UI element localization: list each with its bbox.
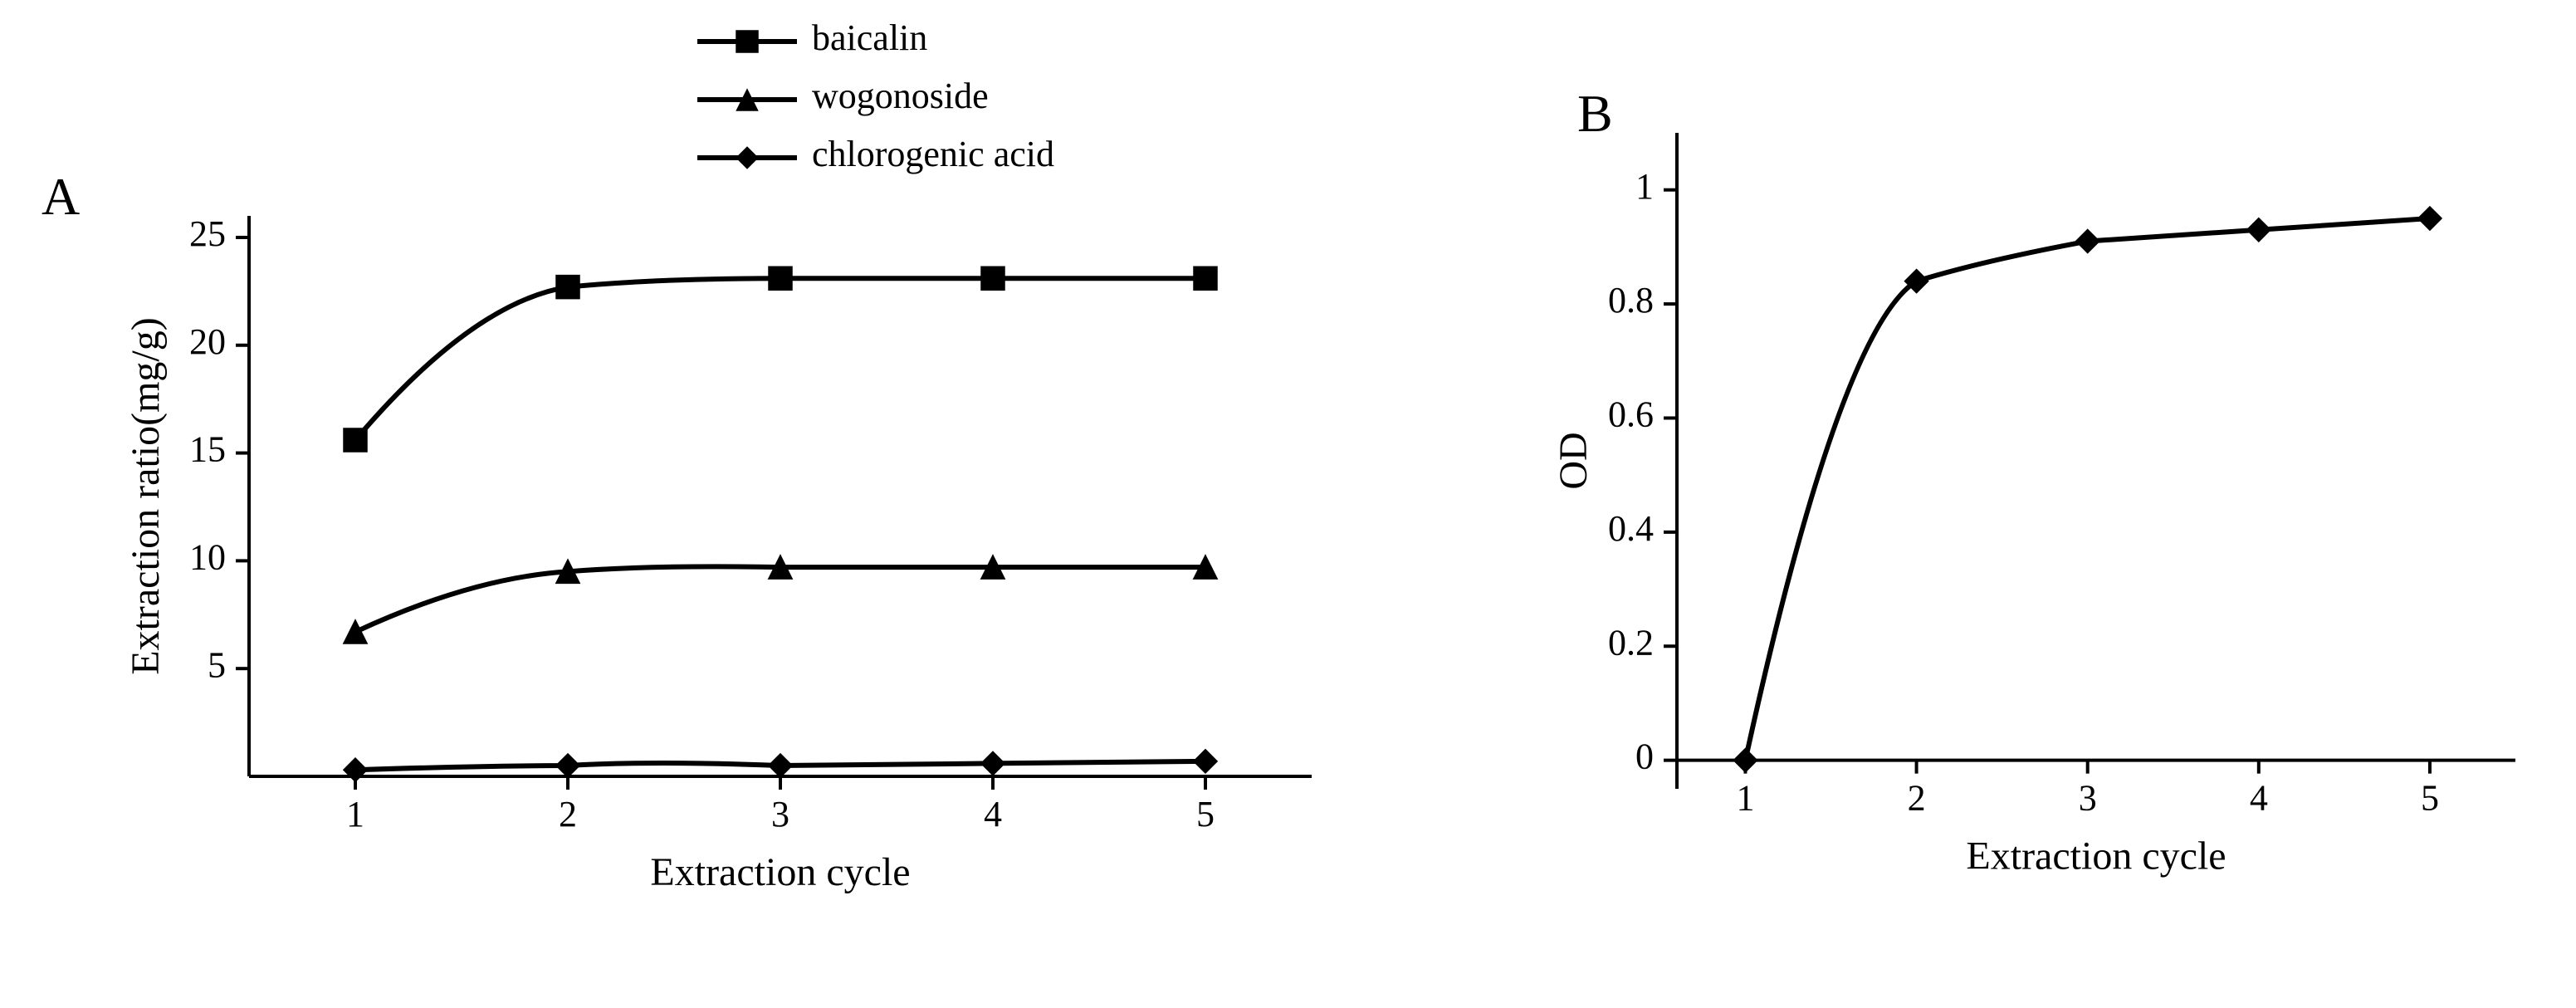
svg-text:15: 15 [189, 429, 226, 470]
panel-b-svg: 0 0.2 0.4 0.6 0.8 1 1 2 3 4 5 Extraction cycle OD [1370, 0, 2576, 1004]
svg-text:0.2: 0.2 [1608, 622, 1654, 663]
panel-b: B 0 0.2 0.4 0.6 0.8 1 1 2 3 4 5 Extraction cycle OD [1370, 0, 2576, 1004]
svg-text:4: 4 [984, 794, 1002, 834]
panel-b-label: B [1577, 83, 1613, 144]
svg-text:OD: OD [1552, 432, 1596, 489]
panel-a-svg: 5 10 15 20 25 1 2 3 4 5 Extraction cycle Extraction… [0, 0, 1370, 1004]
panel-a-label: A [42, 166, 80, 228]
figure-container: A 51015202512345Extraction cycleExtracti… [0, 0, 2576, 1004]
svg-text:2: 2 [559, 794, 577, 834]
svg-text:5: 5 [1196, 794, 1215, 834]
svg-text:0.8: 0.8 [1608, 280, 1654, 321]
svg-text:20: 20 [189, 321, 226, 362]
svg-text:3: 3 [2079, 778, 2097, 819]
svg-text:3: 3 [771, 794, 789, 834]
svg-text:5: 5 [208, 644, 226, 685]
svg-text:0.6: 0.6 [1608, 394, 1654, 435]
svg-text:4: 4 [2250, 778, 2268, 819]
svg-text:1: 1 [1635, 166, 1654, 207]
svg-text:1: 1 [1736, 778, 1754, 819]
panel-a: A 5 10 15 20 25 1 2 3 4 5 Extraction cycle Extracti… [0, 0, 1370, 1004]
svg-text:0.4: 0.4 [1608, 508, 1654, 549]
svg-text:baicalin: baicalin [812, 17, 927, 58]
svg-text:Extraction cycle: Extraction cycle [650, 850, 910, 894]
svg-text:2: 2 [1908, 778, 1926, 819]
svg-text:chlorogenic acid: chlorogenic acid [812, 134, 1054, 174]
svg-text:5: 5 [2421, 778, 2439, 819]
svg-text:Extraction ratio(mg/g): Extraction ratio(mg/g) [124, 317, 168, 675]
svg-text:Extraction cycle: Extraction cycle [1966, 834, 2226, 878]
svg-text:10: 10 [189, 536, 226, 577]
svg-text:0: 0 [1635, 736, 1654, 777]
svg-text:1: 1 [346, 794, 364, 834]
svg-text:25: 25 [189, 213, 226, 254]
svg-text:wogonoside: wogonoside [812, 76, 989, 116]
